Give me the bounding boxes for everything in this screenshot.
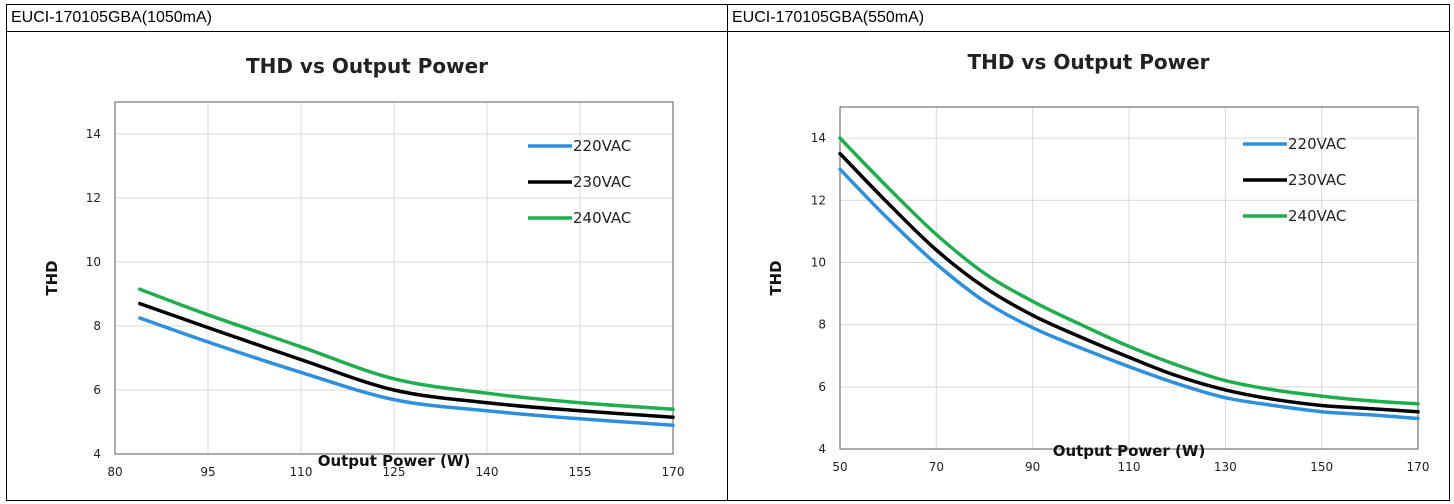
x-tick-label: 155 [569, 465, 592, 479]
x-axis-label: Output Power (W) [318, 452, 471, 470]
legend-entry: 230VAC [573, 173, 631, 191]
plot-area-border [839, 106, 1419, 450]
legend-entry: 220VAC [573, 137, 631, 155]
y-tick-label: 14 [811, 131, 826, 145]
series-line-240vac [838, 136, 1420, 406]
figure-table: EUCI-170105GBA(1050mA) EUCI-170105GBA(55… [6, 3, 1450, 501]
y-tick-label: 4 [818, 442, 826, 456]
series-line-220vac [138, 316, 675, 428]
series-line-240vac [138, 287, 675, 412]
x-tick-label: 150 [1310, 460, 1333, 474]
chart-title: THD vs Output Power [246, 54, 488, 78]
plot-area-border [114, 101, 674, 455]
legend-entry: 230VAC [1288, 171, 1346, 189]
series-line-230vac [838, 152, 1420, 414]
panel-caption-left: EUCI-170105GBA(1050mA) [6, 3, 728, 33]
y-tick-label: 14 [86, 127, 101, 141]
legend-entry: 240VAC [1288, 207, 1346, 225]
y-tick-label: 8 [818, 318, 826, 332]
y-tick-label: 10 [811, 256, 826, 270]
legend-entry: 220VAC [1288, 135, 1346, 153]
x-tick-label: 170 [1407, 460, 1430, 474]
thd-chart-550ma: THD vs Output Power 50 70 90 110 130 150 170 4 6 8… [767, 50, 1430, 474]
x-tick-label: 70 [929, 460, 944, 474]
y-tick-label: 6 [818, 380, 826, 394]
x-tick-label: 110 [290, 465, 313, 479]
x-tick-label: 95 [200, 465, 215, 479]
x-tick-label: 90 [1025, 460, 1040, 474]
x-tick-label: 140 [476, 465, 499, 479]
x-axis-label: Output Power (W) [1053, 442, 1206, 460]
thd-chart-1050ma: THD vs Output Power 80 95 110 125 140 155 170 4 6… [43, 54, 685, 479]
series-line-230vac [138, 302, 675, 420]
x-tick-label: 80 [107, 465, 122, 479]
x-tick-label: 170 [662, 465, 685, 479]
x-tick-label: 110 [1118, 460, 1141, 474]
panel-caption-right: EUCI-170105GBA(550mA) [727, 3, 1450, 33]
y-axis-label: THD [43, 261, 61, 296]
y-tick-label: 12 [811, 193, 826, 207]
y-tick-label: 8 [93, 319, 101, 333]
x-tick-label: 125 [383, 465, 406, 479]
legend-entry: 240VAC [573, 209, 631, 227]
chart-title: THD vs Output Power [967, 50, 1209, 74]
series-line-220vac [838, 167, 1420, 421]
y-tick-label: 10 [86, 255, 101, 269]
y-tick-label: 4 [93, 447, 101, 461]
x-tick-label: 50 [832, 460, 847, 474]
x-tick-label: 130 [1214, 460, 1237, 474]
chart-cell-left: THD vs Output Power 80 95 110 125 140 155 170 4 6… [6, 31, 728, 501]
y-tick-label: 12 [86, 191, 101, 205]
y-tick-label: 6 [93, 383, 101, 397]
chart-cell-right: THD vs Output Power 50 70 90 110 130 150 170 4 6 8… [727, 31, 1450, 501]
y-axis-label: THD [767, 261, 785, 296]
